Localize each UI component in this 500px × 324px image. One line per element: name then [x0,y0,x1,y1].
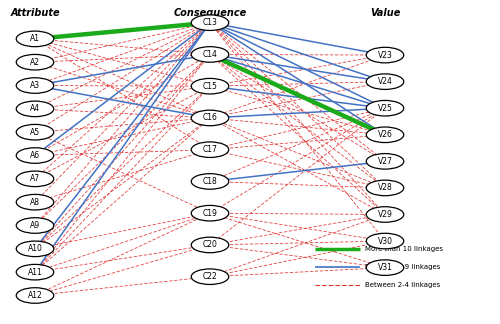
Text: V28: V28 [378,183,392,192]
Text: Consequence: Consequence [174,8,246,18]
Ellipse shape [191,174,229,189]
Text: A11: A11 [28,268,42,277]
Ellipse shape [16,101,54,117]
Text: Attribute: Attribute [10,8,60,18]
Text: A2: A2 [30,58,40,67]
Ellipse shape [366,180,404,196]
Ellipse shape [16,54,54,70]
Text: A12: A12 [28,291,42,300]
Text: C16: C16 [202,113,218,122]
Text: V23: V23 [378,51,392,60]
Text: Value: Value [370,8,400,18]
Ellipse shape [366,233,404,249]
Text: A9: A9 [30,221,40,230]
Ellipse shape [16,171,54,187]
Ellipse shape [366,154,404,169]
Text: A1: A1 [30,34,40,43]
Text: V29: V29 [378,210,392,219]
Text: A3: A3 [30,81,40,90]
Ellipse shape [191,205,229,221]
Text: C17: C17 [202,145,218,154]
Text: C18: C18 [202,177,218,186]
Text: C19: C19 [202,209,218,218]
Ellipse shape [366,74,404,89]
Ellipse shape [16,288,54,303]
Ellipse shape [191,78,229,94]
Ellipse shape [16,264,54,280]
Text: A4: A4 [30,104,40,113]
Ellipse shape [16,148,54,163]
Text: C13: C13 [202,18,218,27]
Text: A5: A5 [30,128,40,137]
Ellipse shape [366,47,404,63]
Ellipse shape [191,15,229,30]
Ellipse shape [16,78,54,93]
Ellipse shape [191,110,229,126]
Ellipse shape [191,142,229,157]
Text: A7: A7 [30,174,40,183]
Text: More than 10 linkages: More than 10 linkages [365,247,443,252]
Ellipse shape [191,269,229,284]
Text: V30: V30 [378,237,392,246]
Text: Between 5-9 linkages: Between 5-9 linkages [365,264,440,270]
Text: C14: C14 [202,50,218,59]
Ellipse shape [16,241,54,257]
Ellipse shape [191,47,229,62]
Text: V27: V27 [378,157,392,166]
Ellipse shape [366,260,404,275]
Text: Between 2-4 linkages: Between 2-4 linkages [365,282,440,288]
Ellipse shape [16,194,54,210]
Text: V26: V26 [378,130,392,139]
Ellipse shape [366,100,404,116]
Ellipse shape [16,31,54,47]
Text: C15: C15 [202,82,218,91]
Ellipse shape [366,207,404,222]
Text: C20: C20 [202,240,218,249]
Text: V25: V25 [378,104,392,113]
Ellipse shape [16,218,54,233]
Ellipse shape [191,237,229,253]
Text: A6: A6 [30,151,40,160]
Ellipse shape [366,127,404,143]
Text: C22: C22 [202,272,218,281]
Text: V31: V31 [378,263,392,272]
Text: A8: A8 [30,198,40,207]
Text: V24: V24 [378,77,392,86]
Text: A10: A10 [28,244,42,253]
Ellipse shape [16,124,54,140]
